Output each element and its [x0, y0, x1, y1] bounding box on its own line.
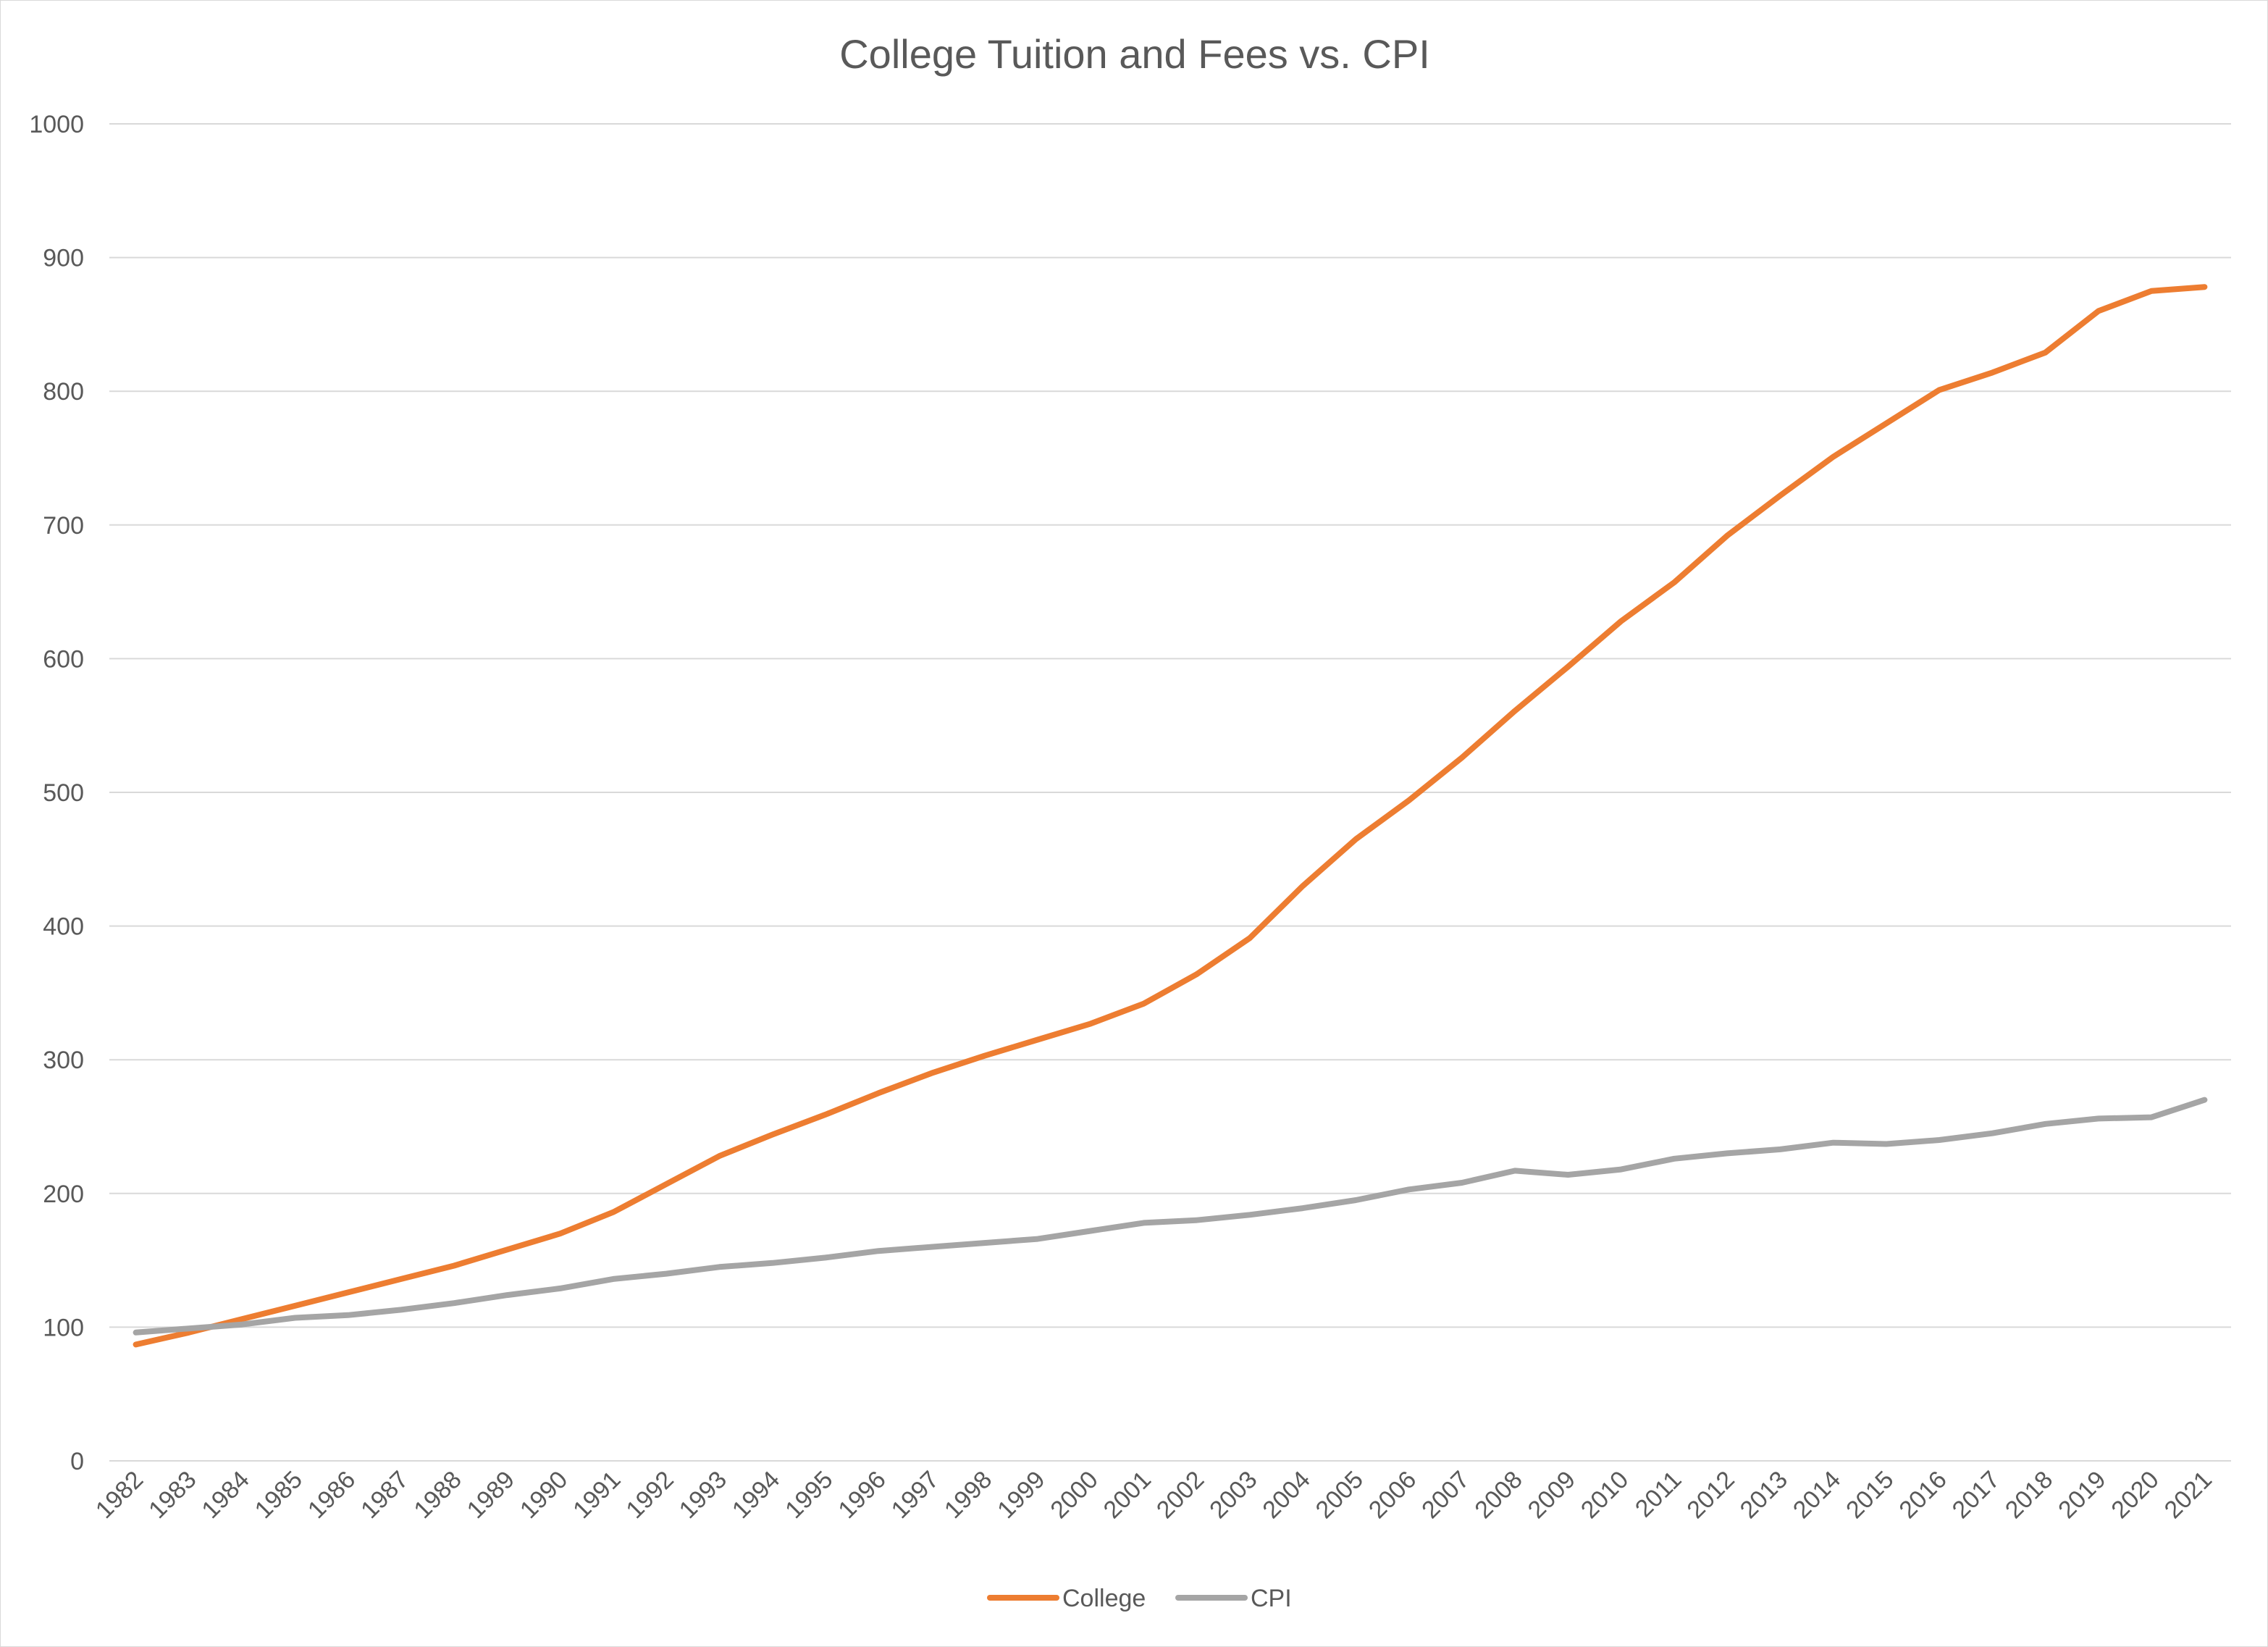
x-tick-label: 2020 — [2106, 1466, 2164, 1524]
x-tick-label: 2015 — [1841, 1466, 1899, 1524]
x-tick-label: 2019 — [2053, 1466, 2111, 1524]
x-axis-tick-labels: 1982198319841985198619871988198919901991… — [91, 1466, 2217, 1524]
x-tick-label: 2002 — [1151, 1466, 1209, 1524]
chart-title: College Tuition and Fees vs. CPI — [839, 31, 1430, 77]
x-tick-label: 2004 — [1257, 1466, 1315, 1524]
y-tick-label: 900 — [43, 245, 84, 272]
gridlines — [109, 123, 2231, 1462]
y-tick-label: 700 — [43, 512, 84, 540]
x-tick-label: 2018 — [2000, 1466, 2058, 1524]
x-tick-label: 1993 — [674, 1466, 732, 1524]
x-tick-label: 1997 — [886, 1466, 944, 1524]
x-tick-label: 1984 — [196, 1466, 254, 1524]
y-axis-tick-labels: 0 100 200 300 400 500 600 700 800 900 1000 — [29, 111, 84, 1475]
x-tick-label: 2000 — [1045, 1466, 1103, 1524]
x-tick-label: 2011 — [1630, 1466, 1687, 1523]
x-tick-label: 1991 — [568, 1466, 626, 1524]
y-tick-label: 200 — [43, 1181, 84, 1208]
x-tick-label: 1995 — [780, 1466, 838, 1524]
x-tick-label: 2012 — [1681, 1466, 1739, 1524]
x-tick-label: 1988 — [408, 1466, 466, 1524]
x-tick-label: 1994 — [727, 1466, 785, 1524]
y-tick-label: 0 — [70, 1448, 84, 1475]
y-tick-label: 100 — [43, 1314, 84, 1341]
x-tick-label: 2010 — [1576, 1466, 1634, 1524]
x-tick-label: 1983 — [143, 1466, 201, 1524]
series-lines — [133, 284, 2208, 1348]
x-tick-label: 1998 — [939, 1466, 997, 1524]
x-tick-label: 2007 — [1416, 1466, 1474, 1524]
y-tick-label: 800 — [43, 378, 84, 406]
series-line-cpi — [133, 1097, 2208, 1336]
x-tick-label: 1986 — [303, 1466, 361, 1524]
x-tick-label: 1999 — [992, 1466, 1050, 1524]
x-tick-label: 2006 — [1364, 1466, 1421, 1524]
legend[interactable]: College CPI — [987, 1585, 1292, 1612]
y-tick-label: 1000 — [29, 111, 84, 138]
series-line-college — [133, 284, 2208, 1348]
x-tick-label: 2009 — [1523, 1466, 1581, 1524]
x-tick-label: 1992 — [621, 1466, 679, 1524]
x-tick-label: 1987 — [356, 1466, 413, 1524]
y-tick-label: 300 — [43, 1047, 84, 1074]
legend-item-cpi[interactable]: CPI — [1175, 1585, 1292, 1612]
x-tick-label: 1985 — [250, 1466, 308, 1524]
x-tick-label: 2017 — [1947, 1466, 2005, 1524]
x-tick-label: 1996 — [833, 1466, 891, 1524]
y-tick-label: 500 — [43, 779, 84, 807]
x-tick-label: 2008 — [1469, 1466, 1527, 1524]
x-tick-label: 1982 — [91, 1466, 148, 1524]
x-tick-label: 1989 — [462, 1466, 520, 1524]
x-tick-label: 2001 — [1099, 1466, 1156, 1524]
y-tick-label: 600 — [43, 645, 84, 673]
x-tick-label: 2003 — [1204, 1466, 1262, 1524]
legend-item-college[interactable]: College — [987, 1585, 1146, 1612]
x-tick-label: 2013 — [1735, 1466, 1793, 1524]
legend-label: CPI — [1251, 1585, 1292, 1612]
x-tick-label: 1990 — [515, 1466, 573, 1524]
x-tick-label: 2016 — [1894, 1466, 1952, 1524]
legend-label: College — [1062, 1585, 1146, 1612]
x-tick-label: 2014 — [1788, 1466, 1846, 1524]
y-tick-label: 400 — [43, 913, 84, 941]
x-tick-label: 2005 — [1311, 1466, 1369, 1524]
x-tick-label: 2021 — [2159, 1466, 2217, 1524]
